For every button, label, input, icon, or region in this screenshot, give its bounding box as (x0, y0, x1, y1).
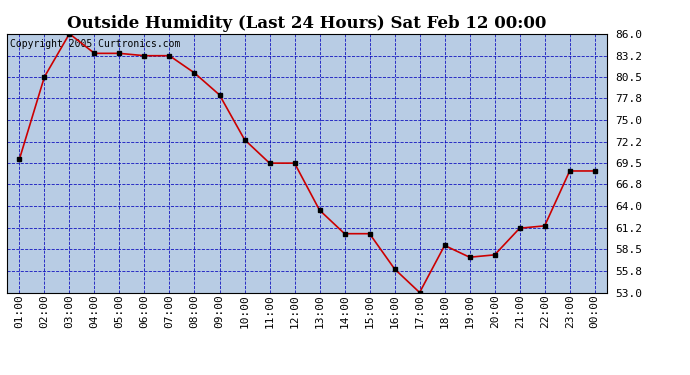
Text: Copyright 2005 Curtronics.com: Copyright 2005 Curtronics.com (10, 39, 180, 49)
Title: Outside Humidity (Last 24 Hours) Sat Feb 12 00:00: Outside Humidity (Last 24 Hours) Sat Feb… (68, 15, 546, 32)
